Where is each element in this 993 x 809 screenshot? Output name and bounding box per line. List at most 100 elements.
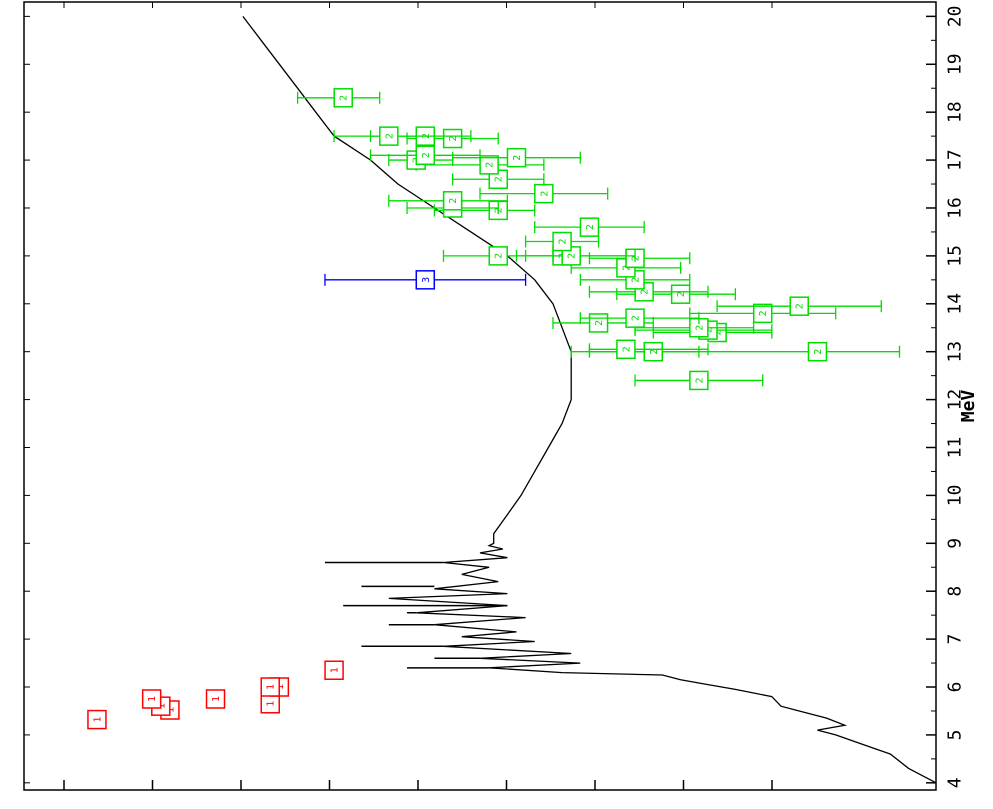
point-label: 2 — [631, 315, 642, 321]
point-series-2-2-16: 2 — [588, 248, 691, 269]
point-series-1-1-6: 1 — [205, 689, 226, 709]
point-label: 3 — [421, 277, 432, 283]
point-label: 1 — [156, 703, 167, 709]
x-tick-label-11: 11 — [944, 437, 965, 459]
point-marker — [579, 217, 600, 237]
x-tick-label-5: 5 — [944, 729, 965, 740]
point-series-2-2-3: 2 — [588, 341, 700, 362]
point-series-1-1-5: 1 — [260, 694, 280, 714]
point-label: 2 — [676, 291, 687, 297]
point-marker — [807, 341, 828, 362]
point-label: 2 — [649, 349, 660, 355]
point-label: 2 — [631, 277, 642, 283]
point-label: 1 — [211, 696, 222, 702]
point-marker — [479, 155, 499, 175]
point-label: 1 — [266, 684, 277, 690]
point-series-2-2-11: 2 — [716, 296, 882, 316]
point-label: 2 — [640, 289, 651, 295]
point-label: 2 — [485, 162, 496, 168]
point-series-3-4-1: 3 — [324, 270, 527, 290]
point-series-2-2-4: 2 — [588, 339, 709, 360]
point-series-1-1-1: 1 — [87, 709, 107, 730]
point-series-2-2-9: 2 — [579, 308, 700, 328]
point-label: 2 — [567, 253, 578, 259]
x-axis-ticks — [24, 15, 936, 784]
cross-section-curve-layer — [242, 16, 937, 784]
x-tick-label-16: 16 — [944, 197, 965, 219]
point-series-2-2-10: 2 — [689, 303, 837, 324]
x-tick-label-17: 17 — [944, 149, 965, 171]
point-label: 2 — [631, 255, 642, 261]
x-tick-label-12: 12 — [944, 389, 965, 411]
point-label: 2 — [494, 253, 505, 259]
point-label: 2 — [448, 136, 459, 142]
point-label: 2 — [421, 152, 432, 158]
y-axis-ticks — [63, 2, 773, 790]
data-points-layer: 1111111112222222222222222222222222222222… — [87, 88, 901, 730]
x-tick-label-10: 10 — [944, 485, 965, 507]
point-label: 2 — [713, 330, 724, 336]
point-series-2-2-1: 2 — [634, 370, 764, 391]
x-tick-label-14: 14 — [944, 293, 965, 315]
x-axis-tick-labels: 4 5 6 7 8 9 10 11 12 13 14 15 16 17 18 19 20 — [944, 6, 965, 789]
point-label: 2 — [339, 95, 350, 101]
point-label: 1 — [147, 696, 158, 702]
x-tick-label-6: 6 — [944, 682, 965, 693]
x-tick-label-13: 13 — [944, 341, 965, 363]
x-tick-label-8: 8 — [944, 586, 965, 597]
point-marker — [205, 689, 226, 709]
point-label: 1 — [275, 684, 286, 690]
point-label: 1 — [266, 701, 277, 707]
point-series-2-3-1: 2 — [296, 88, 381, 108]
point-series-2-2-29: 2 — [451, 147, 581, 168]
x-tick-label-7: 7 — [944, 634, 965, 645]
point-series-2-2-18: 2 — [524, 246, 636, 266]
point-marker — [260, 677, 280, 697]
point-series-1-1-9: 1 — [324, 660, 344, 680]
point-label: 2 — [448, 198, 459, 204]
x-tick-label-4: 4 — [944, 777, 965, 788]
point-label: 2 — [694, 325, 705, 331]
point-marker — [141, 689, 162, 709]
point-marker — [87, 709, 107, 730]
point-series-2-2-12: 2 — [616, 284, 737, 304]
point-label: 2 — [704, 327, 715, 333]
x-tick-label-18: 18 — [944, 101, 965, 123]
point-marker — [616, 339, 636, 360]
point-marker — [625, 308, 645, 328]
point-marker — [752, 303, 773, 324]
point-marker — [789, 296, 809, 316]
point-label: 2 — [539, 191, 550, 197]
point-marker — [415, 270, 436, 290]
point-label: 2 — [758, 310, 769, 316]
point-marker — [333, 88, 353, 108]
point-label: 2 — [813, 349, 824, 355]
point-marker — [552, 231, 572, 252]
point-marker — [379, 126, 399, 146]
point-marker — [506, 147, 527, 168]
point-series-2-2-30: 2 — [369, 145, 481, 166]
point-series-2-2-25: 2 — [479, 183, 609, 204]
point-marker — [488, 246, 508, 266]
point-marker — [324, 660, 344, 680]
point-series-2-2-19: 2 — [442, 246, 554, 266]
point-marker — [689, 370, 709, 391]
x-tick-label-19: 19 — [944, 53, 965, 75]
point-label: 2 — [494, 176, 505, 182]
point-series-1-1-8: 1 — [260, 677, 280, 697]
point-label: 1 — [92, 717, 103, 723]
point-label: 1 — [165, 707, 176, 713]
point-marker — [442, 191, 463, 211]
point-label: 2 — [694, 377, 705, 383]
point-label: 2 — [494, 207, 505, 213]
point-series-2-2-7: 2 — [634, 317, 755, 338]
point-label: 2 — [512, 155, 523, 161]
x-tick-label-15: 15 — [944, 245, 965, 267]
cross-section-curve — [242, 16, 937, 784]
point-label: 2 — [621, 346, 632, 352]
point-label: 2 — [795, 303, 806, 309]
point-label: 2 — [585, 224, 596, 230]
x-tick-label-9: 9 — [944, 538, 965, 549]
point-label: 2 — [384, 133, 395, 139]
